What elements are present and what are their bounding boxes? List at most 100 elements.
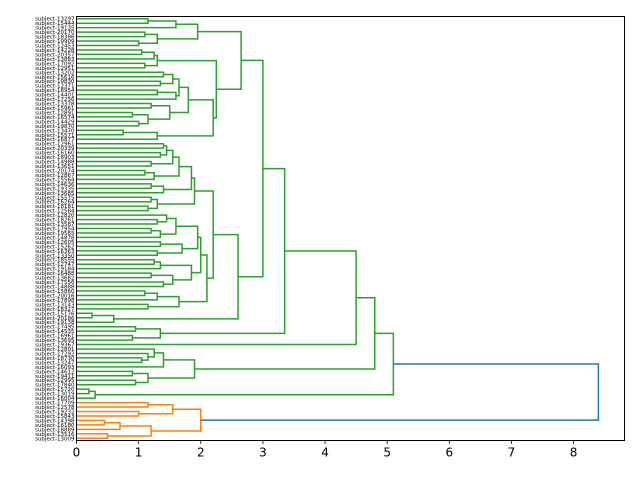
dendrogram-link: [76, 89, 159, 96]
leaf-label: subject-18903: [35, 155, 75, 161]
dendrogram-link: [76, 31, 146, 38]
dendrogram-link: [76, 20, 177, 29]
leaf-label: subject-18889: [35, 427, 75, 433]
dendrogram-links: [76, 17, 600, 440]
dendrogram-link: [154, 156, 180, 177]
dendrogram-link: [76, 290, 146, 297]
dendrogram-link: [76, 71, 165, 78]
leaf-label: subject-19138: [35, 320, 75, 326]
leaf-label: subject-13350: [35, 253, 75, 259]
leaf-label: subject-16488: [35, 271, 75, 277]
dendrogram-link: [76, 370, 134, 377]
leaf-label: subject-16180: [35, 423, 75, 429]
dendrogram-link: [191, 236, 202, 274]
leaf-label: subject-12995: [35, 378, 75, 384]
dendrogram-link: [76, 241, 162, 248]
dendrogram-link: [76, 169, 146, 176]
dendrogram-link: [76, 325, 137, 332]
dendrogram-link: [194, 190, 214, 280]
leaf-label: subject-18730: [35, 356, 75, 362]
leaf-label: subject-19184: [35, 267, 75, 273]
dendrogram-link: [76, 17, 149, 24]
leaf-label: subject-14228: [35, 48, 75, 54]
dendrogram-link: [76, 227, 152, 234]
dendrogram-link: [76, 171, 155, 181]
leaf-label: subject-13516: [35, 432, 75, 438]
dendrogram-link: [157, 59, 218, 119]
dendrogram-link: [160, 264, 193, 281]
leaf-label: subject-17092: [35, 61, 74, 67]
leaf-label: subject-17495: [35, 325, 75, 331]
leaf-label: subject-18327: [35, 307, 75, 313]
leaf-label: subject-20186: [35, 316, 75, 322]
dendrogram-link: [76, 314, 115, 323]
dendrogram-link: [179, 254, 208, 303]
leaf-label: subject-16264: [35, 200, 75, 206]
leaf-label: subject-14636: [35, 182, 75, 188]
dendrogram-link: [157, 23, 199, 40]
leaf-label: subject-19411: [35, 374, 74, 380]
dendrogram-link: [172, 78, 180, 97]
leaf-label: subject-13378: [35, 102, 75, 108]
leaf-label: subject-12951: [35, 66, 74, 72]
leaf-label: subject-17556: [35, 280, 75, 286]
dendrogram-link: [76, 91, 177, 100]
leaf-label: subject-13143: [35, 302, 75, 308]
dendrogram-link: [175, 225, 199, 250]
dendrogram-link: [151, 274, 174, 286]
leaf-label: subject-19335: [35, 186, 75, 192]
leaf-label: subject-19565: [35, 231, 75, 237]
leaf-label: subject-12578: [35, 405, 75, 411]
dendrogram-link: [76, 214, 168, 223]
dendrogram-link: [138, 33, 159, 45]
leaf-label: subject-13685: [35, 191, 75, 197]
leaf-label: subject-15571: [35, 133, 74, 139]
dendrogram-link: [144, 54, 159, 67]
leaf-label: subject-20174: [35, 168, 75, 174]
x-tick-label: 0: [73, 446, 81, 460]
leaf-label: subject-19909: [35, 39, 75, 45]
leaf-label: subject-12371: [35, 84, 74, 90]
leaf-label: subject-17954: [35, 227, 75, 233]
leaf-label: subject-16574: [35, 115, 75, 121]
dendrogram-link: [76, 334, 134, 341]
leaf-label: subject-19870: [35, 124, 75, 130]
leaf-label: subject-18181: [35, 204, 74, 210]
dendrogram-link: [147, 359, 196, 379]
leaf-label: subject-14401: [35, 93, 74, 99]
leaf-label: subject-15616: [35, 75, 75, 81]
dendrogram-link: [147, 198, 159, 210]
leaf-label: subject-13651: [35, 164, 74, 170]
dendrogram-link: [76, 357, 143, 364]
leaf-label: subject-20339: [35, 146, 75, 152]
leaf-label: subject-13009: [35, 436, 75, 442]
leaf-label: subject-20357: [35, 52, 75, 58]
leaf-label: subject-13695: [35, 338, 75, 344]
leaf-label: subject-16160: [35, 151, 75, 157]
dendrogram-link: [160, 217, 177, 235]
dendrogram-link: [76, 183, 152, 190]
dendrogram-link: [76, 410, 140, 417]
dendrogram-link: [76, 250, 159, 257]
dendrogram-link: [147, 105, 171, 120]
dendrogram-link: [76, 129, 124, 136]
dendrogram-link: [76, 258, 155, 265]
dendrogram-link: [160, 73, 174, 85]
leaf-label: subject-19135: [35, 26, 75, 32]
leaf-label: subject-12867: [35, 173, 75, 179]
dendrogram-link: [76, 218, 159, 225]
leaf-label: subject-17292: [35, 351, 74, 357]
dendrogram-root-link: [200, 363, 600, 421]
leaf-label: subject-14878: [35, 235, 75, 241]
dendrogram-link: [76, 303, 149, 310]
dendrogram-link: [76, 40, 140, 47]
dendrogram-link: [76, 401, 149, 408]
leaf-label: subject-15176: [35, 311, 75, 317]
dendrogram-link: [76, 261, 162, 270]
leaf-label: subject-14429: [35, 119, 75, 125]
dendrogram-link: [76, 111, 134, 118]
leaf-label: subject-15564: [35, 177, 75, 183]
leaf-label: subject-13297: [35, 17, 75, 23]
leaf-label: subject-19232: [35, 409, 74, 415]
